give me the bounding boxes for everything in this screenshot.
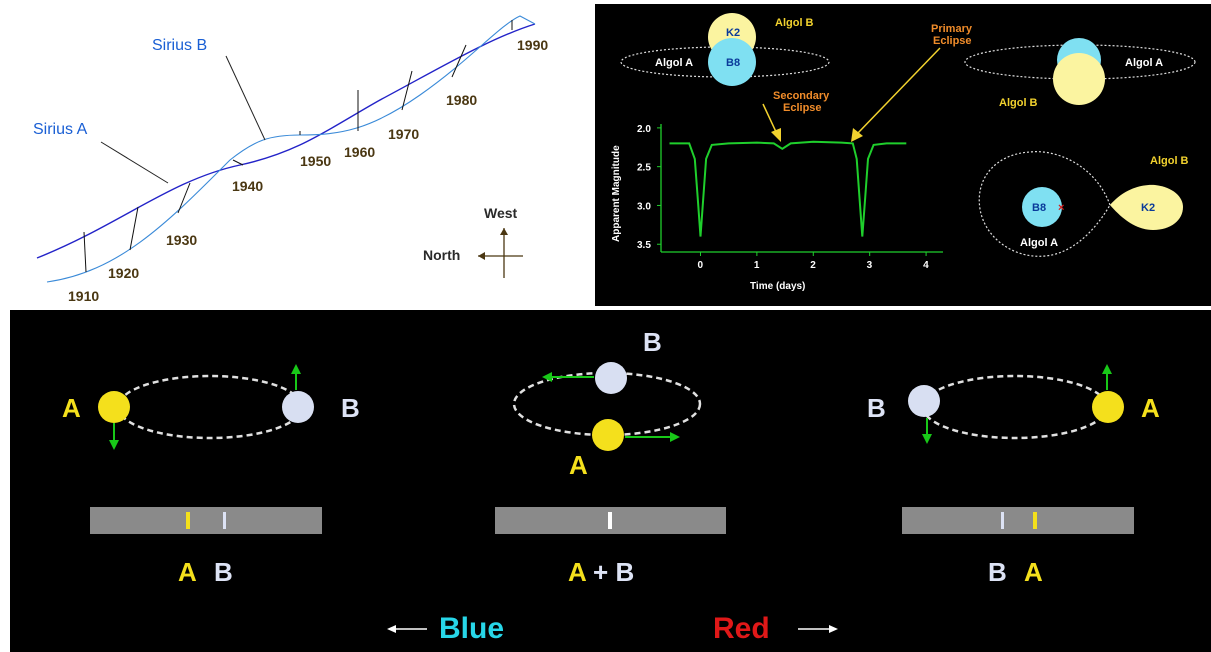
star-b	[908, 385, 940, 417]
secondary-eclipse-label: Secondary Eclipse	[773, 90, 832, 114]
spectral-line-ab	[608, 512, 612, 529]
y-tick-label: 3.0	[637, 201, 651, 212]
b8-label: B8	[1032, 202, 1046, 214]
x-tick-label: 1	[754, 260, 760, 271]
algol-diagram: K2 B8 Algol B Algol A Algol A Algol B Pr…	[611, 13, 1196, 292]
year-label: 1940	[232, 178, 263, 194]
config-middle: B A A + B	[495, 327, 726, 587]
spectral-line-b	[1001, 512, 1004, 529]
spectral-line-b	[223, 512, 226, 529]
arrow-down-icon	[922, 434, 932, 444]
star-b	[595, 362, 627, 394]
arrow-right-icon	[829, 625, 838, 633]
light-curve-line	[669, 140, 907, 237]
compass-west-label: West	[484, 205, 518, 221]
compass: West North	[423, 205, 523, 278]
y-tick-label: 2.0	[637, 124, 651, 135]
star-a	[592, 419, 624, 451]
star-b-label: B	[867, 393, 886, 423]
caption-a: A	[178, 557, 197, 587]
sirius-diagram: Sirius A Sirius B 1910 1920 1930 1940 19…	[33, 15, 548, 304]
y-tick-label: 2.5	[637, 163, 651, 174]
caption-b: B	[988, 557, 1007, 587]
star-a-label: A	[1141, 393, 1160, 423]
spectral-line-a	[1033, 512, 1037, 529]
year-label: 1920	[108, 265, 139, 281]
x-tick-label: 3	[867, 260, 873, 271]
y-tick-label: 3.5	[637, 240, 651, 251]
arrow-left-icon	[542, 372, 552, 382]
algol-eclipse-panel: K2 B8 Algol B Algol A Algol A Algol B Pr…	[595, 4, 1211, 306]
caption-b: B	[214, 557, 233, 587]
arrow-left-icon	[478, 252, 485, 260]
star-b-label: B	[643, 327, 662, 357]
year-label: 1910	[68, 288, 99, 304]
sirius-b-label: Sirius B	[152, 37, 207, 54]
sirius-astrometric-panel: Sirius A Sirius B 1910 1920 1930 1940 19…	[0, 0, 592, 308]
star-a-label: A	[569, 450, 588, 480]
star-a-label: A	[62, 393, 81, 423]
k2-lobe-star	[1110, 184, 1183, 230]
primary-eclipse-label: Primary Eclipse	[931, 23, 975, 47]
spectrum-bar	[90, 507, 322, 534]
arrow-down-icon	[851, 128, 863, 142]
light-curve-chart: 0 1 2 3 4 2.0 2.5 3.0 3.5 Apparent Magnitude Tim…	[611, 124, 943, 292]
center-of-mass-icon: ×	[1058, 202, 1064, 214]
arrow-up-icon	[291, 364, 301, 374]
blue-label: Blue	[439, 612, 504, 645]
b8-label: B8	[726, 57, 740, 69]
k2-label: K2	[1141, 202, 1155, 214]
algol-a-label: Algol A	[655, 57, 693, 69]
y-axis-label: Apparent Magnitude	[611, 145, 622, 242]
star-b	[282, 391, 314, 423]
arrow-down-icon	[109, 440, 119, 450]
algol-b-label: Algol B	[999, 97, 1038, 109]
connecting-lines	[83, 20, 513, 273]
spectral-line-a	[186, 512, 190, 529]
x-axis-label: Time (days)	[750, 281, 805, 292]
arrow-left-icon	[387, 625, 396, 633]
b8-star	[708, 38, 756, 86]
star-a	[1092, 391, 1124, 423]
year-label: 1950	[300, 153, 331, 169]
orbit-ellipse	[964, 44, 1196, 80]
arrow-up-icon	[500, 228, 508, 235]
year-label: 1990	[517, 37, 548, 53]
x-tick-label: 2	[810, 260, 816, 271]
x-tick-label: 0	[697, 260, 703, 271]
k2-star	[1053, 53, 1105, 105]
year-label: 1960	[344, 144, 375, 160]
compass-north-label: North	[423, 247, 460, 263]
wavelength-direction: Blue Red	[387, 612, 838, 645]
k2-label: K2	[726, 27, 740, 39]
caption-a-plus-b: A + B	[568, 557, 634, 587]
config-left: A B A B	[62, 364, 360, 587]
arrow-up-icon	[1102, 364, 1112, 374]
year-label: 1980	[446, 92, 477, 108]
binary-diagram: A B A B B A A + B	[62, 327, 1160, 645]
year-label: 1970	[388, 126, 419, 142]
star-b-label: B	[341, 393, 360, 423]
caption-a: A	[1024, 557, 1043, 587]
arrow-down-icon	[771, 128, 781, 142]
algol-b-label: Algol B	[775, 17, 814, 29]
arrow-right-icon	[670, 432, 680, 442]
spectrum-bar	[902, 507, 1134, 534]
roche-lobe-outline	[978, 151, 1111, 257]
algol-a-label: Algol A	[1125, 57, 1163, 69]
algol-b-label: Algol B	[1150, 155, 1189, 167]
spectroscopic-binary-panel: A B A B B A A + B	[10, 310, 1211, 652]
config-right: B A B A	[867, 364, 1160, 587]
star-a	[98, 391, 130, 423]
x-tick-label: 4	[923, 260, 929, 271]
b8-star	[1022, 187, 1062, 227]
algol-a-label: Algol A	[1020, 237, 1058, 249]
red-label: Red	[713, 612, 770, 645]
sirius-a-label: Sirius A	[33, 121, 88, 138]
year-label: 1930	[166, 232, 197, 248]
